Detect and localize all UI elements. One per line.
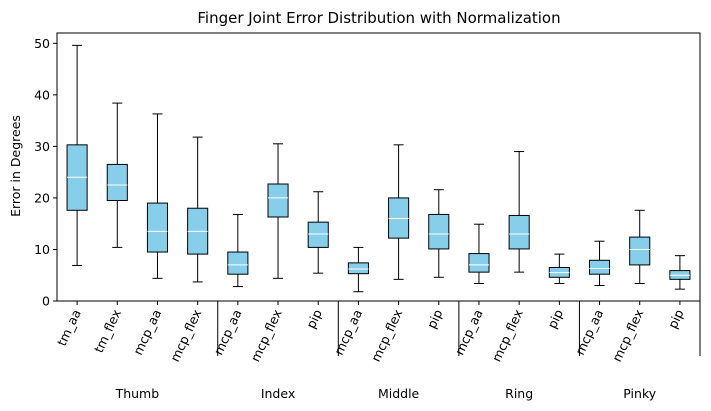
chart-title: Finger Joint Error Distribution with Nor… xyxy=(197,9,560,27)
group-label-index: Index xyxy=(261,386,295,401)
x-axis: tm_aa tm_flex mcp_aa mcp_flex mcp_aa mcp_flex… xyxy=(54,301,687,364)
y-tick-label: 20 xyxy=(34,190,50,205)
y-axis-label: Error in Degrees xyxy=(8,115,23,217)
x-tick-label: pip xyxy=(544,307,566,331)
y-tick-label: 0 xyxy=(42,294,50,309)
box-mcp_flex xyxy=(267,143,289,279)
x-tick-label: pip xyxy=(424,307,446,331)
box-iqr xyxy=(106,163,128,202)
group-labels: Thumb Index Middle Ring Pinky xyxy=(115,301,701,401)
box-mcp_flex xyxy=(508,151,530,273)
y-tick-label: 30 xyxy=(34,139,50,154)
x-tick-label: mcp_aa xyxy=(572,307,606,357)
x-tick-label: tm_aa xyxy=(54,307,84,348)
y-tick-label: 10 xyxy=(34,242,50,257)
x-tick-label: mcp_flex xyxy=(368,307,405,364)
box-tm_flex xyxy=(106,102,128,248)
box-iqr xyxy=(508,214,530,250)
box-iqr xyxy=(267,183,289,218)
x-tick-label: mcp_flex xyxy=(247,307,284,364)
x-tick-label: pip xyxy=(665,307,687,331)
box-mcp_aa xyxy=(146,113,169,279)
box-pip xyxy=(307,191,329,274)
x-tick-label: mcp_flex xyxy=(167,307,204,364)
y-tick-label: 50 xyxy=(34,36,50,51)
boxes-layer xyxy=(66,44,691,293)
box-iqr xyxy=(388,197,410,239)
box-mcp_flex xyxy=(187,136,209,283)
x-tick-label: mcp_aa xyxy=(452,307,486,357)
x-tick-label: mcp_flex xyxy=(609,307,646,364)
box-mcp_aa xyxy=(347,246,369,293)
group-label-ring: Ring xyxy=(505,386,533,401)
box-iqr xyxy=(629,236,651,266)
group-label-thumb: Thumb xyxy=(115,386,160,401)
group-label-pinky: Pinky xyxy=(623,386,656,401)
box-mcp_flex xyxy=(629,209,651,284)
box-iqr xyxy=(347,262,369,275)
box-pip xyxy=(428,189,450,278)
plot-frame xyxy=(56,32,701,302)
box-mcp_aa xyxy=(468,223,490,284)
box-iqr xyxy=(227,251,249,275)
box-iqr xyxy=(307,221,329,248)
y-axis: 0 10 20 30 40 50 xyxy=(34,36,57,309)
box-pip xyxy=(548,253,570,284)
box-iqr xyxy=(146,202,169,253)
box-iqr xyxy=(468,253,490,273)
x-tick-label: mcp_aa xyxy=(210,307,244,357)
x-tick-label: tm_flex xyxy=(91,307,124,355)
box-mcp_aa xyxy=(227,213,249,288)
group-label-middle: Middle xyxy=(378,386,420,401)
box-mcp_flex xyxy=(388,144,410,280)
y-tick-label: 40 xyxy=(34,87,50,102)
x-tick-label: pip xyxy=(303,307,325,331)
x-tick-label: mcp_aa xyxy=(331,307,365,357)
box-iqr xyxy=(428,213,450,250)
box-iqr xyxy=(588,259,611,275)
x-tick-label: mcp_aa xyxy=(130,307,164,357)
box-mcp_aa xyxy=(588,240,611,287)
box-pip xyxy=(669,255,691,290)
box-tm_aa xyxy=(66,44,88,266)
x-tick-label: mcp_flex xyxy=(489,307,526,364)
